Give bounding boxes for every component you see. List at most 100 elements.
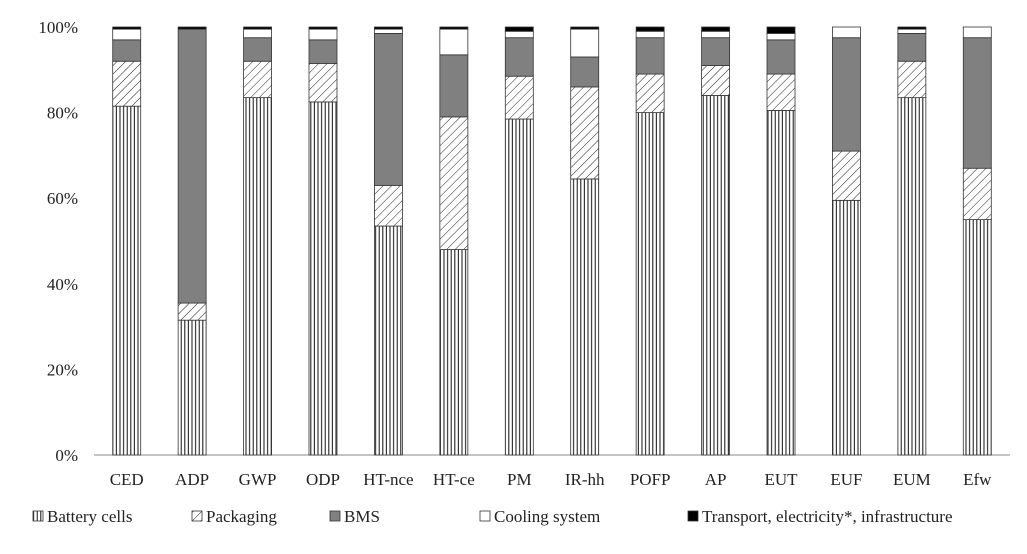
bars-group [112,26,992,456]
bar-segment [308,39,338,64]
y-tick-label: 60% [47,189,78,208]
bar-segment [374,26,403,30]
legend-label: Transport, electricity*, infrastructure [702,507,953,526]
bar-segment [504,75,534,120]
bar-segment [374,225,403,456]
x-tick-label: CED [110,470,144,489]
x-tick-label: POFP [630,470,671,489]
x-tick-label: EUT [764,470,798,489]
legend-label: BMS [344,507,380,526]
bar-segment [504,118,534,456]
bar-segment [308,101,338,456]
legend-swatch [191,510,203,522]
bar-segment [766,26,796,34]
x-tick-label: ADP [175,470,209,489]
bar-segment [897,97,927,456]
bar-segment [635,37,665,75]
legend: Battery cells Packaging BMS Cooling system T… [32,507,953,526]
bar-segment [504,26,534,32]
bar-segment [701,65,730,96]
bar-segment [962,26,992,39]
x-tick-label: AP [705,470,727,489]
bar-segment [439,116,469,250]
bar-segment [439,26,469,30]
x-tick-label: HT-nce [363,470,413,489]
bar-segment [177,319,207,456]
bar-segment [308,26,338,30]
bar-segment [570,178,600,456]
x-tick-label: PM [507,470,532,489]
bar-segment [112,28,142,41]
x-tick-label: EUF [830,470,862,489]
bar-segment [308,28,338,41]
legend-swatch [687,510,699,522]
bar-segment [832,150,861,201]
bar-segment [177,302,207,321]
y-tick-label: 20% [47,360,78,379]
x-tick-label: GWP [239,470,277,489]
bar-segment [439,28,469,56]
bar-segment [832,26,861,39]
bar-segment [177,26,207,30]
bar-segment [308,62,338,103]
bar-segment [635,73,665,114]
x-axis: CED ADP GWP ODP HT-nce HT-ce PM IR-hh POFP AP EUT E… [94,454,1010,489]
bar-segment [374,28,403,34]
bar-segment [177,28,207,304]
x-tick-label: IR-hh [565,470,605,489]
legend-swatch [329,510,341,522]
bar-segment [570,56,600,88]
bar-segment [832,199,861,456]
bar-segment [439,54,469,118]
bar-segment [766,39,796,75]
bar-segment [570,28,600,58]
y-tick-label: 40% [47,275,78,294]
bar-segment [962,37,992,169]
bar-segment [701,95,730,456]
bar-segment [766,110,796,456]
bar-segment [635,26,665,32]
bar-segment [374,33,403,186]
bar-segment [766,73,796,111]
bar-segment [832,37,861,152]
bar-segment [897,28,927,34]
x-tick-label: Efw [963,470,992,489]
x-tick-label: ODP [306,470,340,489]
bar-segment [897,60,927,99]
bar-segment [701,26,730,32]
bar-segment [897,33,927,62]
legend-swatch [479,510,491,522]
bar-segment [504,37,534,77]
bar-segment [112,105,142,456]
bar-segment [962,219,992,456]
bar-segment [243,97,272,456]
bar-segment [243,26,272,30]
bar-segment [635,30,665,39]
bar-segment [570,86,600,180]
bar-segment [112,60,142,107]
legend-label: Battery cells [47,507,132,526]
x-tick-label: EUM [893,470,931,489]
legend-swatch [32,510,44,522]
bar-segment [112,39,142,62]
y-tick-label: 80% [47,104,78,123]
bar-segment [701,30,730,39]
legend-label: Packaging [206,507,277,526]
bar-segment [439,249,469,456]
legend-label: Cooling system [494,507,600,526]
y-axis: 0% 20% 40% 60% 80% 100% [38,18,78,465]
bar-segment [701,37,730,66]
bar-segment [897,26,927,30]
bar-segment [243,60,272,99]
bar-segment [504,30,534,39]
x-tick-label: HT-ce [433,470,475,489]
bar-segment [766,33,796,41]
bar-segment [243,37,272,62]
bar-segment [374,184,403,227]
bar-segment [635,112,665,456]
bar-segment [243,28,272,39]
bar-segment [570,26,600,30]
bar-segment [962,167,992,221]
